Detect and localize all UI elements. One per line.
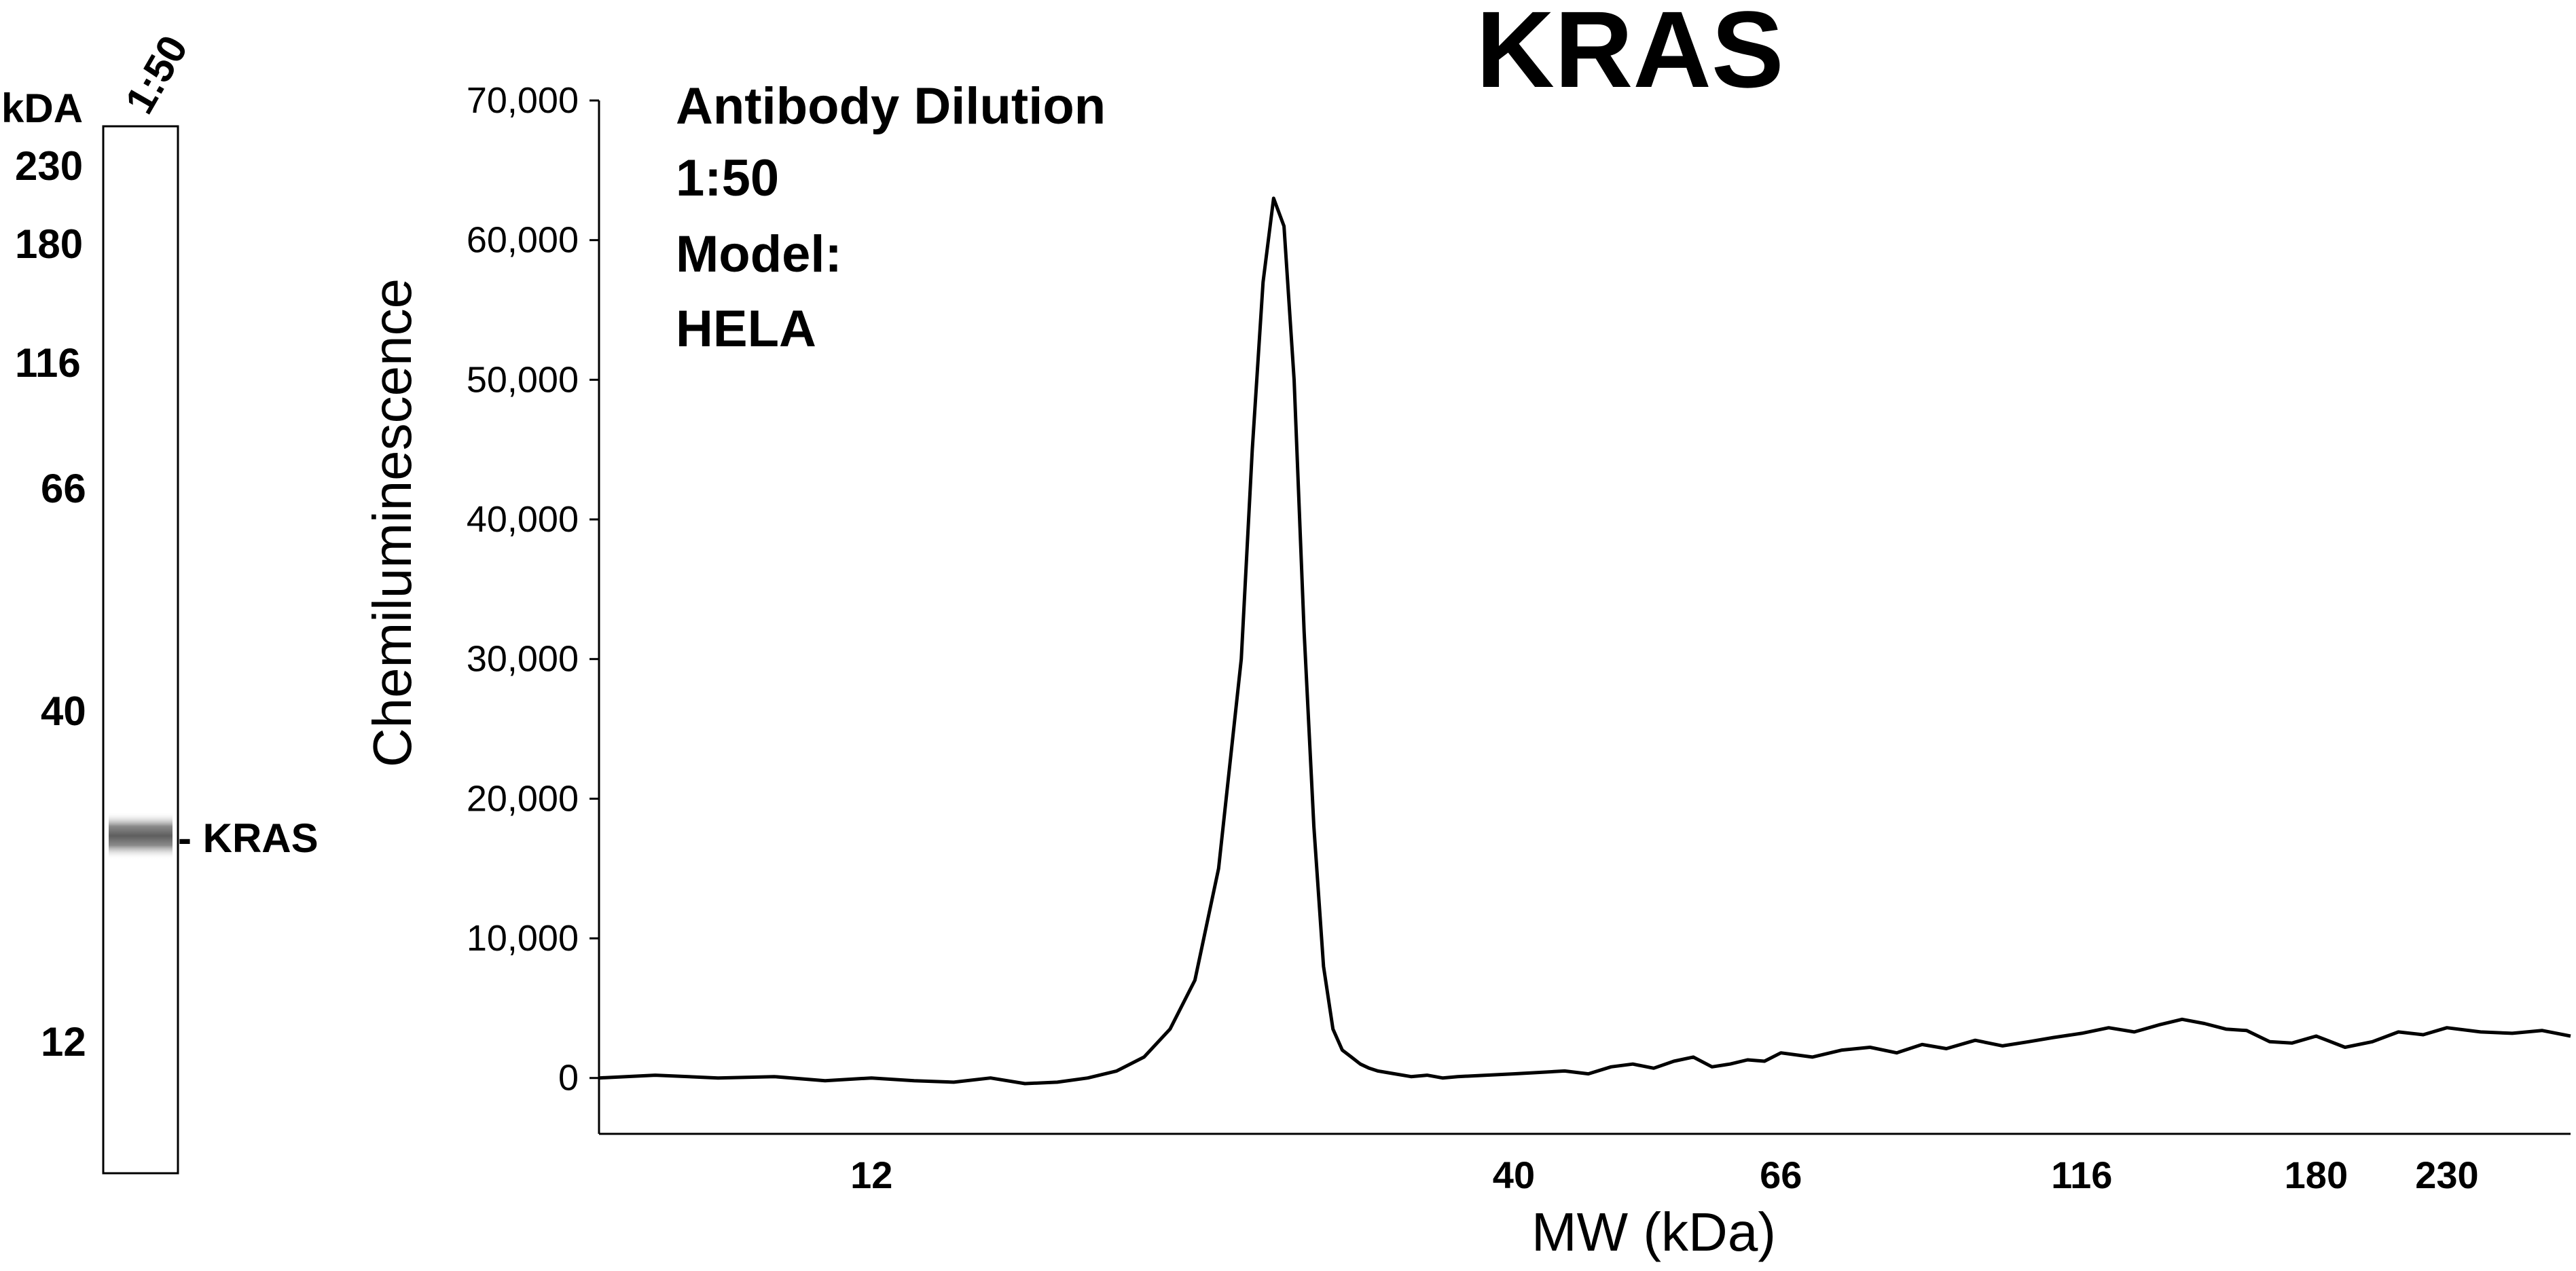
band-label: - KRAS (178, 815, 319, 861)
marker-116: 116 (15, 340, 81, 386)
x-ticks: 12 40 66 116 180 230 (850, 1154, 2479, 1196)
y-tick-label: 30,000 (467, 639, 579, 680)
annotation-dilution-value: 1:50 (676, 149, 779, 207)
annotation-model-value: HELA (676, 300, 816, 358)
y-tick-label: 40,000 (467, 499, 579, 540)
y-tick-label: 70,000 (467, 80, 579, 121)
y-tick-label: 10,000 (467, 918, 579, 959)
series-line-chemiluminescence (598, 196, 2571, 1086)
marker-12: 12 (41, 1019, 86, 1065)
y-tick-label: 60,000 (467, 220, 579, 261)
x-tick-label: 180 (2285, 1154, 2348, 1196)
marker-66: 66 (41, 466, 86, 511)
marker-40: 40 (41, 688, 86, 734)
blot-band (109, 812, 173, 860)
blot-lane (102, 125, 179, 1175)
marker-180: 180 (15, 221, 83, 267)
y-tick-label: 50,000 (467, 359, 579, 400)
x-tick-label: 230 (2415, 1154, 2478, 1196)
annotation-model-label: Model: (676, 225, 842, 283)
y-tick-label: 20,000 (467, 778, 579, 819)
y-tick-label: 0 (558, 1058, 579, 1099)
marker-230: 230 (15, 143, 83, 189)
x-tick-label: 40 (1493, 1154, 1535, 1196)
y-axis-label: Chemiluminescence (362, 278, 422, 767)
blot-panel: kDA 1:50 230 180 116 66 40 12 - KRAS (1, 28, 319, 1175)
y-ticks: 0 10,000 20,000 30,000 40,000 50,000 60,000 70,… (467, 80, 599, 1099)
x-tick-label: 66 (1760, 1154, 1802, 1196)
blot-unit-label: kDA (1, 86, 83, 131)
annotation-antibody-dilution: Antibody Dilution (676, 77, 1106, 135)
x-axis-label: MW (kDa) (1531, 1202, 1776, 1262)
x-tick-label: 116 (2051, 1154, 2112, 1196)
annotation-block: Antibody Dilution 1:50 Model: HELA (676, 77, 1106, 358)
blot-lane-label: 1:50 (116, 28, 196, 122)
x-tick-label: 12 (850, 1154, 892, 1196)
chart-title: KRAS (1476, 0, 1783, 110)
